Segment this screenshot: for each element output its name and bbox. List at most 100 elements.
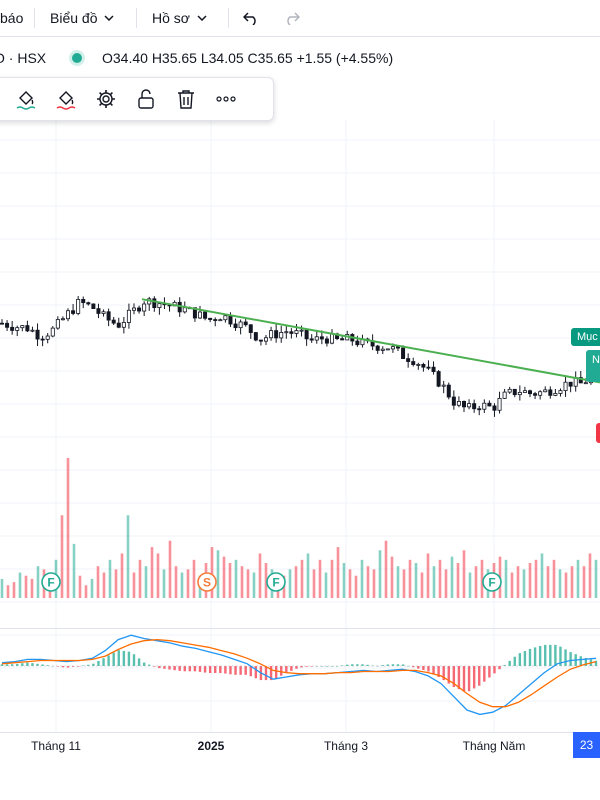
- candle-body: [512, 388, 517, 396]
- signal-line: [1, 638, 597, 708]
- macd-histogram-bar: [594, 660, 598, 666]
- candle-body: [60, 318, 65, 321]
- volume-bar: [252, 572, 256, 598]
- macd-histogram-bar: [158, 666, 161, 669]
- candle-body: [309, 338, 314, 341]
- candle-body: [497, 397, 502, 411]
- macd-histogram-bar: [396, 664, 400, 666]
- macd-histogram-bar: [432, 666, 435, 675]
- candle-body: [583, 382, 588, 385]
- symbol-label[interactable]: O · HSX: [0, 50, 47, 66]
- volume-bar: [390, 556, 394, 598]
- event-marker[interactable]: F: [41, 572, 61, 592]
- macd-histogram-bar: [427, 666, 430, 672]
- undo-button[interactable]: [243, 0, 259, 36]
- volume-bar: [438, 559, 442, 598]
- candle-body: [243, 321, 248, 326]
- line-color-button[interactable]: [53, 86, 79, 112]
- volume-bar: [126, 515, 130, 598]
- volume-bar: [66, 458, 70, 598]
- volume-bar: [96, 566, 100, 598]
- macd-histogram-bar: [122, 650, 126, 666]
- macd-histogram-bar: [41, 664, 44, 666]
- more-button[interactable]: [213, 86, 239, 112]
- chart-menu[interactable]: Biểu đồ: [50, 0, 115, 36]
- candle-body: [421, 364, 426, 368]
- candle-body: [533, 393, 538, 396]
- volume-bar: [120, 553, 124, 598]
- macd-histogram-bar: [361, 664, 364, 666]
- macd-histogram: [0, 644, 600, 692]
- candle-body: [502, 391, 507, 399]
- macd-histogram-bar: [518, 653, 522, 666]
- candle-body: [467, 403, 472, 408]
- volume-bar: [366, 566, 370, 598]
- settings-button[interactable]: [93, 86, 119, 112]
- macd-histogram-bar: [391, 664, 395, 666]
- take-profit-tag[interactable]: N: [586, 350, 600, 382]
- candle-body: [553, 393, 558, 396]
- chart-menu-label: Biểu đồ: [50, 10, 98, 26]
- trendline[interactable]: [141, 298, 600, 384]
- macd-histogram-bar: [559, 646, 562, 666]
- event-marker[interactable]: F: [482, 572, 502, 592]
- volume-bar: [312, 569, 316, 598]
- volume-bar: [384, 540, 388, 598]
- volume-bar: [462, 550, 466, 598]
- macd-histogram-bar: [508, 660, 511, 666]
- volume-bar: [234, 559, 238, 598]
- macd-histogram-bar: [488, 666, 491, 678]
- trash-icon: [178, 90, 194, 109]
- macd-histogram-bar: [61, 666, 65, 668]
- macd-histogram-bar: [46, 665, 49, 666]
- candle-body: [111, 319, 116, 324]
- volume-bar: [504, 559, 508, 598]
- stop-loss-tag[interactable]: [596, 423, 600, 443]
- event-marker[interactable]: F: [266, 572, 286, 592]
- candle-body: [25, 325, 30, 332]
- volume-bar: [516, 566, 520, 598]
- candle-body: [294, 330, 299, 334]
- macd-histogram-bar: [254, 666, 258, 679]
- volume-bar: [456, 563, 460, 598]
- candle-body: [81, 299, 86, 304]
- volume-bar: [528, 563, 532, 598]
- alerts-menu[interactable]: báo: [0, 10, 24, 26]
- candle-body: [182, 307, 187, 313]
- macd-histogram-bar: [203, 666, 207, 673]
- macd-histogram-bar: [386, 664, 390, 666]
- candle-body: [157, 303, 162, 308]
- macd-histogram-bar: [533, 647, 537, 666]
- profile-menu[interactable]: Hồ sơ: [152, 0, 207, 36]
- profile-menu-label: Hồ sơ: [152, 10, 190, 26]
- macd-histogram-bar: [264, 666, 268, 681]
- target-price-tag[interactable]: Mục: [571, 328, 600, 346]
- fill-color-button[interactable]: [13, 86, 39, 112]
- macd-histogram-bar: [437, 666, 440, 677]
- candle-body: [375, 345, 380, 351]
- volume-bar: [570, 566, 574, 598]
- candle-body: [10, 326, 15, 331]
- redo-button[interactable]: [284, 0, 300, 36]
- volume-bar: [84, 585, 88, 598]
- volume-bar: [132, 572, 136, 598]
- volume-bar: [300, 559, 304, 598]
- candle-body: [121, 322, 126, 328]
- lock-button[interactable]: [133, 86, 159, 112]
- volume-bar: [306, 553, 310, 598]
- candle-body: [431, 366, 436, 372]
- macd-histogram-bar: [219, 666, 222, 674]
- macd-histogram-bar: [214, 666, 217, 674]
- macd-histogram-bar: [452, 666, 456, 688]
- macd-histogram-bar: [503, 665, 506, 666]
- macd-histogram-bar: [142, 662, 146, 666]
- candle-body: [528, 390, 533, 395]
- event-marker[interactable]: S: [197, 572, 217, 592]
- volume-bar: [78, 575, 82, 598]
- macd-histogram-bar: [472, 666, 476, 689]
- volume-bar: [294, 566, 298, 598]
- delete-button[interactable]: [173, 86, 199, 112]
- candle-body: [5, 322, 10, 328]
- candle-body: [385, 348, 390, 351]
